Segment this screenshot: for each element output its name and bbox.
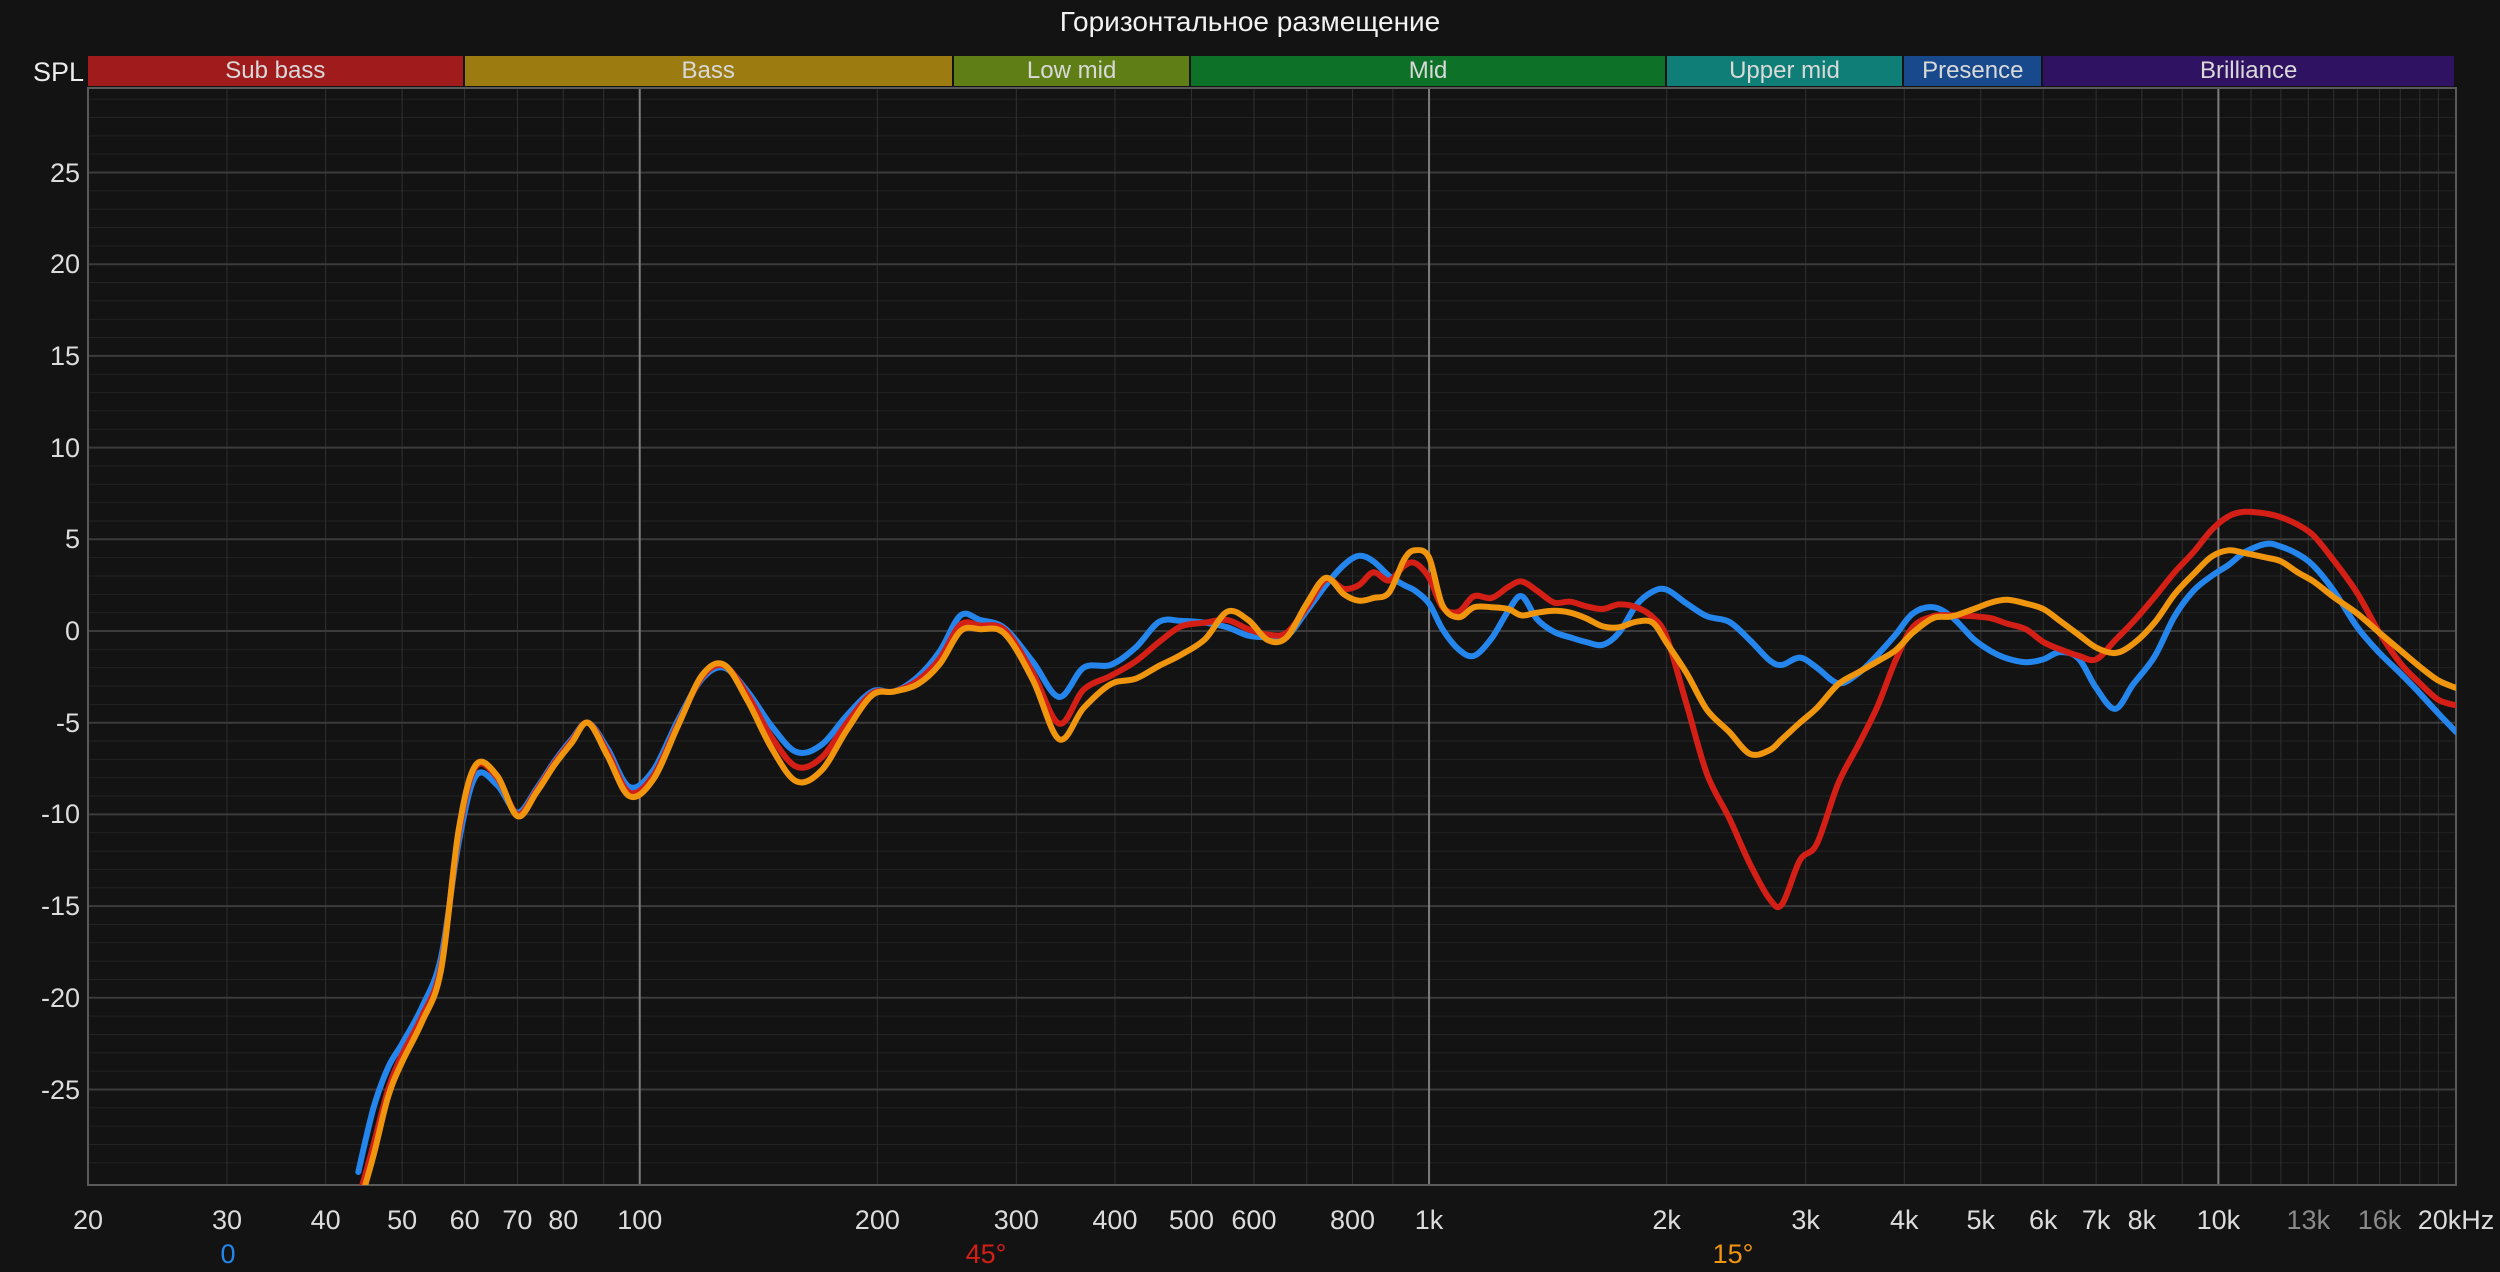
- x-tick-label: 7k: [2081, 1205, 2111, 1235]
- x-tick-label: 40: [310, 1205, 341, 1235]
- band-brilliance: Brilliance: [2043, 56, 2454, 86]
- band-label: Bass: [681, 57, 735, 84]
- x-tick-label: 10k: [2196, 1205, 2241, 1235]
- x-tick-label: 6k: [2029, 1205, 2058, 1235]
- x-tick-label: 70: [502, 1205, 533, 1235]
- x-tick-label: 8k: [2127, 1205, 2157, 1235]
- x-tick-label: 100: [617, 1205, 663, 1235]
- x-tick-label: 400: [1092, 1205, 1138, 1235]
- spl-axis-label: SPL: [32, 57, 84, 87]
- band-presence: Presence: [1904, 56, 2042, 86]
- x-tick-label: 30: [211, 1205, 242, 1235]
- y-tick-label: 10: [49, 432, 80, 463]
- x-tick-label: 60: [449, 1205, 480, 1235]
- plot-border: [87, 87, 2457, 1186]
- band-label: Mid: [1408, 57, 1448, 84]
- x-tick-label: 16k: [2357, 1205, 2402, 1235]
- band-strip: Sub bass Bass Low mid Mid Upper mid Presence B…: [0, 56, 2500, 86]
- y-tick-label: 20: [49, 249, 80, 280]
- band-mid: Mid: [1191, 56, 1665, 86]
- legend-item-0: 0: [220, 1239, 236, 1269]
- y-tick-label: 15: [49, 340, 80, 371]
- x-tick-label: 200: [854, 1205, 900, 1235]
- x-tick-label: 13k: [2286, 1205, 2331, 1235]
- y-tick-label: -5: [55, 707, 80, 738]
- x-tick-label: 80: [548, 1205, 579, 1235]
- y-tick-label: -10: [40, 799, 80, 830]
- band-label: Upper mid: [1729, 57, 1840, 84]
- page-title: Горизонтальное размещение: [1059, 6, 1441, 37]
- x-tick-label: 600: [1231, 1205, 1277, 1235]
- legend-item-45°: 45°: [965, 1239, 1007, 1269]
- band-sub-bass: Sub bass: [88, 56, 463, 86]
- x-tick-label: 800: [1330, 1205, 1376, 1235]
- legend-item-15°: 15°: [1712, 1239, 1754, 1269]
- band-label: Sub bass: [225, 57, 326, 84]
- y-tick-label: 0: [64, 616, 80, 646]
- band-label: Presence: [1922, 57, 2024, 84]
- x-tick-label: 2k: [1652, 1205, 1681, 1235]
- x-tick-label: 500: [1168, 1205, 1214, 1235]
- y-tick-label: 5: [64, 524, 80, 555]
- band-label: Low mid: [1026, 57, 1117, 84]
- band-upper-mid: Upper mid: [1666, 56, 1903, 86]
- x-tick-label: 5k: [1966, 1205, 1996, 1235]
- x-tick-label: 4k: [1890, 1205, 1919, 1235]
- y-tick-label: 25: [49, 157, 80, 188]
- x-tick-label: 20kHz: [2417, 1205, 2495, 1235]
- y-tick-label: -25: [40, 1074, 80, 1105]
- x-tick-label: 20: [72, 1205, 104, 1235]
- band-label: Brilliance: [2199, 57, 2298, 84]
- y-tick-label: -15: [40, 891, 80, 922]
- band-low-mid: Low mid: [953, 56, 1190, 86]
- x-tick-label: 50: [387, 1205, 418, 1235]
- x-tick-label: 1k: [1414, 1205, 1444, 1235]
- curve-15°: [362, 547, 2456, 1185]
- band-bass: Bass: [464, 56, 952, 86]
- x-tick-label: 300: [993, 1205, 1039, 1235]
- curve-45°: [359, 508, 2456, 1185]
- x-tick-label: 3k: [1791, 1205, 1820, 1235]
- y-tick-label: -20: [40, 982, 80, 1013]
